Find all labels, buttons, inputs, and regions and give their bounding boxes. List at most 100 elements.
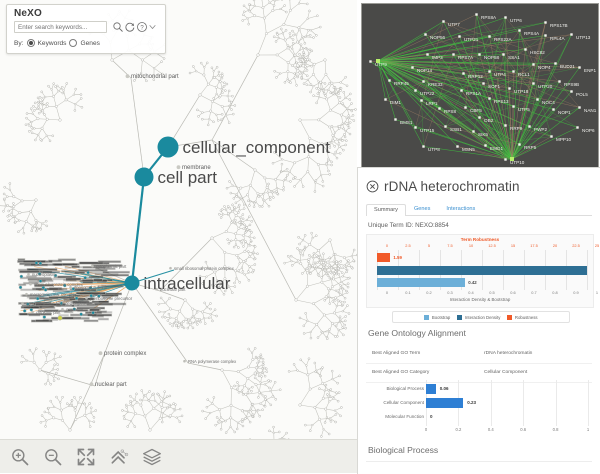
search-icon[interactable] [112,21,124,33]
gene-node[interactable] [504,158,506,160]
gene-node[interactable] [570,90,572,92]
gene-label: RPS13 [494,99,509,104]
gene-node[interactable] [512,70,514,72]
highlighted-node[interactable] [125,276,140,291]
help-icon[interactable]: ? [136,21,148,33]
zoom-in-icon[interactable] [10,447,30,467]
zoom-out-icon[interactable] [43,447,63,467]
tree-node-label[interactable]: organelle [66,307,84,312]
refresh-icon[interactable] [124,21,136,33]
gene-label: NOC4 [542,100,555,105]
gene-node[interactable] [570,33,572,35]
tree-node-label[interactable]: preribosome precursor [90,296,133,301]
gene-node[interactable] [426,53,428,55]
tree-node-label[interactable]: nuclear part [95,382,127,388]
gene-node[interactable] [544,34,546,36]
tab-genes[interactable]: Genes [406,203,438,215]
gene-node[interactable] [420,99,422,101]
gene-node[interactable] [394,118,396,120]
gene-node[interactable] [411,66,413,68]
gene-node[interactable] [482,82,484,84]
highlighted-node[interactable] [135,168,154,187]
tree-node-label[interactable]: ribonucleoprotein complex [34,282,84,287]
gene-node[interactable] [504,124,506,126]
gene-node[interactable] [518,143,520,145]
tree-node-label[interactable]: small ribosomal protein complex [174,266,235,271]
gene-node[interactable] [424,33,426,35]
radio-genes[interactable] [69,39,77,47]
close-circle-icon[interactable] [366,180,379,193]
gene-node[interactable] [422,80,424,82]
gene-node[interactable] [558,80,560,82]
biological-process-heading: Biological Process [368,445,438,455]
highlighted-node[interactable] [158,137,179,158]
tab-summary[interactable]: Summary [366,204,406,216]
collapse-icon[interactable] [109,447,129,467]
gene-node[interactable] [536,98,538,100]
gene-node[interactable] [524,48,526,50]
gene-node[interactable] [456,145,458,147]
tree-node-label[interactable]: protein complex [104,351,146,357]
gene-node[interactable] [478,116,480,118]
search-panel[interactable]: NeXO ? By: Keywords Genes [6,4,166,54]
gene-node[interactable] [484,144,486,146]
gene-node[interactable] [438,107,440,109]
gene-node[interactable] [554,62,556,64]
gene-label: RRP45 [394,81,409,86]
gene-node[interactable] [475,13,477,15]
tree-node-label[interactable]: cytosolic part [36,310,61,315]
view-toolbar[interactable] [0,439,357,473]
gene-node[interactable] [578,106,580,108]
gene-node[interactable] [576,126,578,128]
gene-node[interactable] [369,60,371,62]
tree-node-label[interactable]: macromolecular complex [30,292,77,297]
gene-node[interactable] [458,35,460,37]
tree-node-label[interactable]: nucleoplasm [32,272,56,277]
gene-node[interactable] [488,35,490,37]
gene-node[interactable] [422,145,424,147]
gene-node[interactable] [488,97,490,99]
gene-node[interactable] [452,53,454,55]
gene-node[interactable] [518,29,520,31]
tab-bar[interactable]: Summary Genes Interactions [366,200,592,216]
gene-node[interactable] [502,53,504,55]
gene-node[interactable] [444,125,446,127]
chevron-down-icon[interactable] [148,22,157,32]
gene-node[interactable] [388,79,390,81]
tree-node-label[interactable]: non-membrane-bounded organelle [26,301,91,306]
gene-node[interactable] [488,70,490,72]
gene-label: RPS17B [550,23,568,28]
tree-node-label[interactable]: RNA polymerase complex [188,359,237,364]
gene-node[interactable] [578,66,580,68]
gene-node[interactable] [550,135,552,137]
gene-node[interactable] [532,82,534,84]
gene-node[interactable] [442,20,444,22]
gene-node[interactable] [508,87,510,89]
gene-node[interactable] [544,21,546,23]
gene-node[interactable] [504,16,506,18]
tab-interactions[interactable]: Interactions [438,203,483,215]
layers-icon[interactable] [142,447,162,467]
gene-node[interactable] [512,105,514,107]
radio-keywords[interactable] [27,39,35,47]
gene-node[interactable] [414,126,416,128]
search-input[interactable] [14,21,107,33]
gene-node[interactable] [464,106,466,108]
fit-screen-icon[interactable] [76,447,96,467]
gene-node[interactable] [414,89,416,91]
gene-node[interactable] [478,53,480,55]
gene-node[interactable] [384,98,386,100]
gene-node[interactable] [460,89,462,91]
gene-node[interactable] [552,108,554,110]
search-by-row[interactable]: By: Keywords Genes [14,39,100,47]
gene-node[interactable] [462,72,464,74]
tree-node-label[interactable]: cytoplasmic part [96,264,127,269]
tree-node-label[interactable]: mitochondrial part [131,74,179,80]
gene-node[interactable] [528,125,530,127]
gene-node[interactable] [532,63,534,65]
gene-node[interactable] [472,130,474,132]
